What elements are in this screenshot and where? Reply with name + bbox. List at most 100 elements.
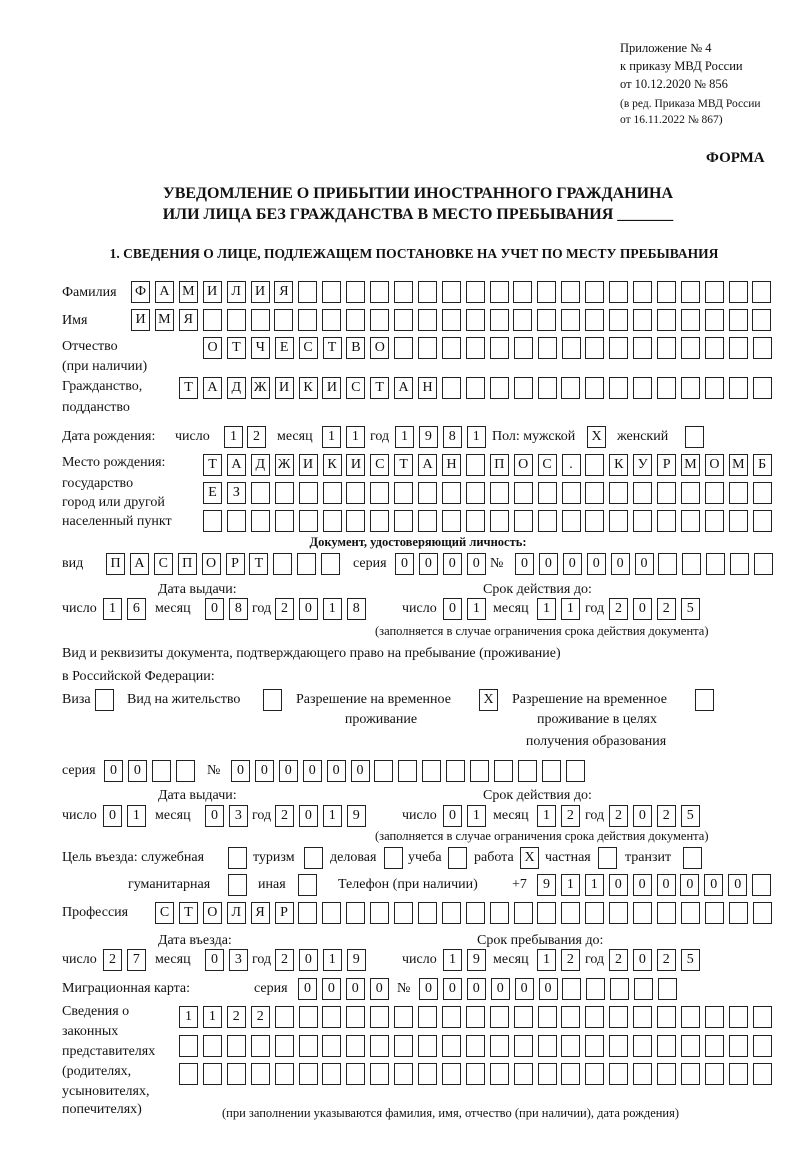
character-cell[interactable]: [680, 1006, 700, 1028]
character-cell[interactable]: К: [322, 454, 342, 476]
character-cell[interactable]: 5: [680, 949, 700, 971]
character-cell[interactable]: П: [489, 454, 509, 476]
character-cell[interactable]: М: [728, 454, 748, 476]
character-cell[interactable]: [657, 1006, 676, 1028]
sex-female-checkbox[interactable]: [685, 426, 704, 448]
character-cell[interactable]: И: [250, 281, 270, 303]
character-cell[interactable]: [465, 1035, 485, 1057]
character-cell[interactable]: [394, 482, 414, 504]
character-cell[interactable]: [274, 1063, 294, 1085]
character-cell[interactable]: [513, 902, 533, 924]
character-cell[interactable]: [633, 1006, 653, 1028]
character-cell[interactable]: [633, 1035, 653, 1057]
character-cell[interactable]: Л: [226, 281, 246, 303]
character-cell[interactable]: [704, 902, 724, 924]
character-cell[interactable]: Р: [274, 902, 294, 924]
character-cell[interactable]: [322, 1006, 342, 1028]
character-cell[interactable]: 1: [537, 949, 556, 971]
character-cell[interactable]: [752, 902, 772, 924]
character-cell[interactable]: 1: [345, 426, 365, 448]
character-cell[interactable]: 0: [632, 874, 652, 896]
character-cell[interactable]: [179, 1035, 198, 1057]
character-cell[interactable]: .: [561, 454, 581, 476]
character-cell[interactable]: [610, 978, 630, 1000]
character-cell[interactable]: [470, 760, 489, 782]
character-cell[interactable]: [394, 1006, 414, 1028]
character-cell[interactable]: 2: [103, 949, 122, 971]
character-cell[interactable]: [513, 337, 533, 359]
character-cell[interactable]: 0: [586, 553, 606, 575]
character-cell[interactable]: А: [129, 553, 149, 575]
character-cell[interactable]: [752, 309, 772, 331]
character-cell[interactable]: [346, 1035, 366, 1057]
character-cell[interactable]: [517, 760, 537, 782]
character-cell[interactable]: [680, 1063, 700, 1085]
character-cell[interactable]: К: [298, 377, 318, 399]
character-cell[interactable]: 0: [205, 598, 224, 620]
purpose-official-checkbox[interactable]: [228, 847, 247, 869]
character-cell[interactable]: 0: [278, 760, 298, 782]
character-cell[interactable]: [441, 1063, 461, 1085]
character-cell[interactable]: [322, 1035, 342, 1057]
character-cell[interactable]: [752, 1006, 772, 1028]
character-cell[interactable]: [298, 1035, 318, 1057]
character-cell[interactable]: И: [274, 377, 294, 399]
character-cell[interactable]: 7: [126, 949, 146, 971]
character-cell[interactable]: [441, 281, 461, 303]
character-cell[interactable]: Ж: [250, 377, 270, 399]
character-cell[interactable]: А: [418, 454, 438, 476]
character-cell[interactable]: С: [346, 377, 366, 399]
character-cell[interactable]: [370, 1006, 390, 1028]
character-cell[interactable]: [346, 482, 366, 504]
character-cell[interactable]: [752, 1063, 772, 1085]
character-cell[interactable]: Н: [442, 454, 461, 476]
character-cell[interactable]: Е: [274, 337, 294, 359]
character-cell[interactable]: [298, 281, 318, 303]
purpose-transit-checkbox[interactable]: [683, 847, 702, 869]
character-cell[interactable]: [537, 1006, 557, 1028]
character-cell[interactable]: [226, 1063, 246, 1085]
character-cell[interactable]: А: [154, 281, 174, 303]
character-cell[interactable]: 0: [704, 874, 724, 896]
character-cell[interactable]: [657, 482, 677, 504]
character-cell[interactable]: [489, 510, 509, 532]
character-cell[interactable]: [609, 1035, 629, 1057]
character-cell[interactable]: 1: [103, 598, 122, 620]
character-cell[interactable]: 0: [632, 598, 652, 620]
character-cell[interactable]: 0: [610, 553, 630, 575]
character-cell[interactable]: [489, 902, 509, 924]
character-cell[interactable]: И: [346, 454, 366, 476]
character-cell[interactable]: [394, 1035, 414, 1057]
character-cell[interactable]: [370, 281, 389, 303]
character-cell[interactable]: С: [370, 454, 390, 476]
character-cell[interactable]: [250, 482, 270, 504]
character-cell[interactable]: [657, 1063, 676, 1085]
character-cell[interactable]: [704, 482, 724, 504]
character-cell[interactable]: [704, 1006, 724, 1028]
character-cell[interactable]: [561, 1063, 581, 1085]
character-cell[interactable]: 2: [609, 805, 628, 827]
character-cell[interactable]: [609, 1063, 629, 1085]
character-cell[interactable]: [418, 1006, 437, 1028]
character-cell[interactable]: 0: [254, 760, 274, 782]
character-cell[interactable]: М: [154, 309, 174, 331]
character-cell[interactable]: М: [681, 454, 700, 476]
character-cell[interactable]: [274, 1035, 294, 1057]
character-cell[interactable]: 0: [369, 978, 389, 1000]
character-cell[interactable]: Р: [225, 553, 245, 575]
character-cell[interactable]: 2: [250, 1006, 270, 1028]
character-cell[interactable]: [202, 1063, 222, 1085]
character-cell[interactable]: [465, 309, 485, 331]
character-cell[interactable]: [394, 902, 413, 924]
character-cell[interactable]: 2: [560, 949, 580, 971]
character-cell[interactable]: [704, 281, 724, 303]
character-cell[interactable]: [297, 553, 317, 575]
character-cell[interactable]: 1: [537, 805, 556, 827]
character-cell[interactable]: [422, 760, 442, 782]
character-cell[interactable]: [656, 902, 676, 924]
character-cell[interactable]: 8: [442, 426, 462, 448]
character-cell[interactable]: 1: [322, 426, 341, 448]
purpose-work-checkbox[interactable]: X: [520, 847, 539, 869]
character-cell[interactable]: [681, 337, 700, 359]
character-cell[interactable]: 5: [680, 598, 700, 620]
